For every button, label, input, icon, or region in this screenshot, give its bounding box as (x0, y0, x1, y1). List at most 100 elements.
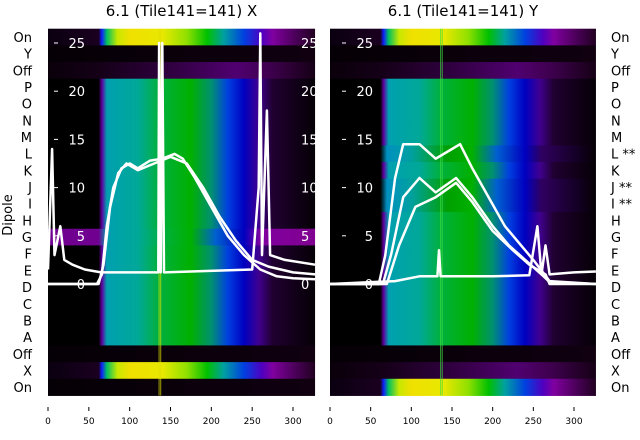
x-tick-label: 300 (284, 417, 301, 427)
heatmap-row (48, 228, 316, 246)
heatmap-row (330, 212, 596, 230)
trace-bandpass-2 (48, 155, 316, 286)
heatmap-row (330, 345, 596, 363)
x-tick-label: 50 (365, 417, 377, 427)
heatmap-row (48, 145, 316, 163)
overlay-tick-label: 0 (77, 278, 85, 293)
overlay-tick-label: 10 (68, 182, 85, 197)
trace-spiky (46, 32, 316, 274)
row-label: Off (13, 64, 33, 79)
trace-baseline (329, 224, 596, 286)
panel-title: 6.1 (Tile141=141) Y (388, 2, 539, 20)
heatmap-row (48, 62, 316, 80)
row-label: Off (13, 348, 33, 363)
row-label: On (14, 381, 32, 396)
row-label: N (22, 114, 32, 129)
trace-bandpass-high (330, 142, 596, 286)
row-label: On (611, 31, 629, 46)
row-label: K (611, 164, 620, 179)
heatmap-row (330, 128, 596, 146)
heatmap-row (48, 112, 316, 130)
row-label: O (22, 98, 32, 113)
heatmap-row (330, 162, 596, 180)
x-tick-label: 150 (162, 417, 179, 427)
overlay-tick-label: 15 (68, 133, 85, 148)
row-label: C (23, 298, 32, 313)
heatmap-row (48, 162, 316, 180)
heatmap-row (48, 245, 316, 263)
row-label: L ** (611, 148, 636, 163)
row-label: C (611, 298, 620, 313)
overlay-tick-label: 10 (356, 182, 373, 197)
row-label: X (611, 364, 620, 379)
trace-bandpass-low (330, 181, 596, 286)
row-label: F (611, 248, 618, 263)
x-tick-label: 200 (484, 417, 501, 427)
row-label: M (21, 131, 32, 146)
overlay-tick-label: 20 (68, 85, 85, 100)
heatmap-row (48, 295, 316, 313)
row-label: B (23, 314, 32, 329)
heatmap-row (330, 245, 596, 263)
heatmap-row (48, 378, 316, 396)
x-tick-label: 250 (244, 417, 261, 427)
heatmap-row (48, 195, 316, 213)
row-label: O (611, 98, 621, 113)
overlay-tick-label-right: 5 (301, 230, 309, 245)
row-label: K (23, 164, 32, 179)
row-label: Off (611, 348, 631, 363)
overlay-tick-label-right: 20 (301, 85, 318, 100)
heatmap-row (330, 45, 596, 63)
overlay-tick-label-right: 0 (301, 278, 309, 293)
heatmap-row (330, 145, 596, 163)
heatmap-row (330, 362, 596, 380)
row-label: F (25, 248, 32, 263)
x-tick-label: 0 (45, 417, 51, 427)
heatmap-row (48, 78, 316, 96)
heatmap-row (48, 212, 316, 230)
row-label: Y (23, 48, 32, 63)
y-axis-label: Dipole (1, 194, 16, 235)
row-label: On (611, 381, 629, 396)
overlay-tick-label: 25 (356, 37, 373, 52)
x-tick-label: 50 (83, 417, 95, 427)
heatmap-row (330, 78, 596, 96)
row-label: I (28, 198, 32, 213)
heatmap-row (48, 328, 316, 346)
row-label: P (611, 81, 619, 96)
row-label: N (611, 114, 621, 129)
panel-x: 6.1 (Tile141=141) XOnYOffPONMLKJIHGFEDCB… (13, 2, 318, 427)
x-tick-label: 150 (443, 417, 460, 427)
heatmap-row (330, 312, 596, 330)
overlay-tick-label: 20 (356, 85, 373, 100)
heatmap-row (330, 95, 596, 113)
row-label: D (22, 281, 32, 296)
heatmap-row (48, 28, 316, 46)
row-label: Y (610, 48, 619, 63)
row-label: B (611, 314, 620, 329)
heatmap-row (48, 45, 316, 63)
heatmap-row (48, 95, 316, 113)
trace-bandpass-mid (330, 176, 596, 286)
row-label: M (611, 131, 622, 146)
heatmap-row (330, 195, 596, 213)
x-tick-label: 0 (327, 417, 333, 427)
heatmap-row (48, 178, 316, 196)
x-tick-label: 100 (403, 417, 420, 427)
x-tick-label: 300 (565, 417, 582, 427)
overlay-tick-label: 5 (365, 230, 373, 245)
row-label: J ** (610, 181, 632, 196)
row-label: H (22, 214, 32, 229)
row-label: P (24, 81, 32, 96)
row-label: D (611, 281, 621, 296)
row-label: Off (611, 64, 631, 79)
row-label: G (22, 231, 32, 246)
overlay-tick-label: 25 (68, 37, 85, 52)
heatmap-row (48, 362, 316, 380)
heatmap-row (330, 112, 596, 130)
row-label: On (14, 31, 32, 46)
row-label: J (27, 181, 32, 196)
row-label: A (23, 331, 32, 346)
x-tick-label: 100 (121, 417, 138, 427)
